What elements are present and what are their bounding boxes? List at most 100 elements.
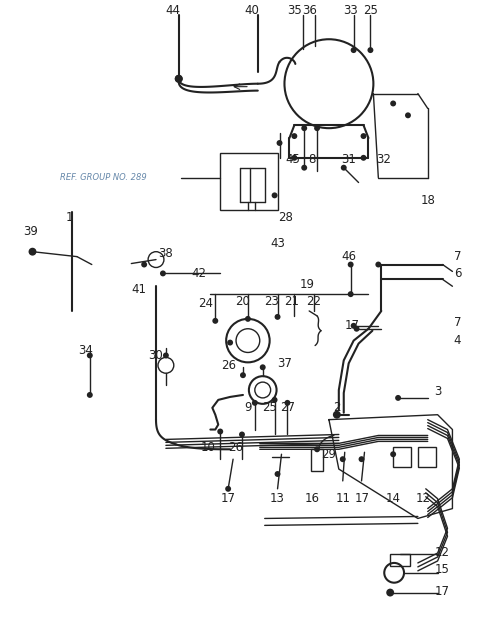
Text: 20: 20	[236, 295, 251, 308]
Circle shape	[360, 155, 366, 161]
Text: 26: 26	[228, 441, 243, 454]
Text: 33: 33	[343, 4, 358, 17]
Circle shape	[348, 261, 354, 268]
Bar	[393, 447, 411, 467]
Circle shape	[239, 432, 245, 437]
Text: 6: 6	[454, 267, 461, 280]
Circle shape	[333, 411, 341, 419]
Circle shape	[227, 339, 233, 346]
Text: 7: 7	[454, 316, 461, 329]
Text: 36: 36	[302, 4, 317, 17]
Text: 39: 39	[23, 225, 38, 238]
Text: 17: 17	[355, 492, 370, 505]
Text: 30: 30	[149, 349, 163, 362]
Circle shape	[340, 456, 346, 462]
Circle shape	[314, 125, 320, 131]
Circle shape	[285, 400, 290, 406]
Circle shape	[359, 456, 364, 462]
Circle shape	[163, 353, 169, 358]
Circle shape	[276, 140, 283, 146]
Text: 44: 44	[165, 4, 180, 17]
Circle shape	[354, 326, 360, 332]
Text: 2: 2	[333, 401, 341, 414]
Text: 38: 38	[158, 247, 173, 260]
Text: 12: 12	[435, 545, 450, 558]
Text: 25: 25	[363, 4, 378, 17]
Text: 17: 17	[221, 492, 236, 505]
Circle shape	[390, 100, 396, 107]
Text: 7: 7	[454, 250, 461, 263]
Text: 26: 26	[221, 359, 236, 372]
Circle shape	[351, 323, 357, 329]
Circle shape	[351, 47, 357, 53]
Text: 31: 31	[341, 154, 356, 166]
Text: 43: 43	[270, 237, 285, 250]
Circle shape	[217, 429, 223, 434]
Text: 28: 28	[278, 210, 293, 223]
Text: 24: 24	[198, 296, 213, 310]
Text: 17: 17	[345, 319, 360, 333]
Text: 29: 29	[322, 448, 336, 461]
Text: 16: 16	[305, 492, 320, 505]
Circle shape	[395, 395, 401, 401]
Text: 42: 42	[191, 267, 206, 280]
Text: 21: 21	[284, 295, 299, 308]
Circle shape	[175, 75, 183, 83]
Circle shape	[275, 471, 280, 477]
Text: 1: 1	[65, 210, 73, 223]
Circle shape	[291, 155, 297, 161]
Text: 13: 13	[270, 492, 285, 505]
Circle shape	[341, 165, 347, 170]
Circle shape	[301, 165, 307, 170]
Circle shape	[272, 192, 277, 198]
Circle shape	[291, 133, 297, 139]
Text: 34: 34	[78, 344, 93, 357]
Text: 17: 17	[435, 585, 450, 598]
Text: 15: 15	[435, 563, 450, 577]
Circle shape	[212, 318, 218, 324]
Text: 22: 22	[307, 295, 322, 308]
Circle shape	[405, 112, 411, 119]
Circle shape	[28, 248, 36, 256]
Circle shape	[314, 446, 320, 452]
Text: 27: 27	[280, 401, 295, 414]
Circle shape	[87, 353, 93, 358]
Bar	[311, 449, 323, 471]
Circle shape	[160, 270, 166, 276]
Bar	[418, 447, 436, 467]
Text: 25: 25	[262, 401, 277, 414]
Text: 12: 12	[415, 492, 430, 505]
Circle shape	[175, 75, 183, 83]
Text: 37: 37	[277, 357, 292, 370]
Bar	[390, 554, 410, 566]
Circle shape	[360, 133, 366, 139]
Text: 10: 10	[201, 441, 216, 454]
Circle shape	[390, 451, 396, 457]
Circle shape	[375, 261, 381, 268]
Text: 46: 46	[341, 250, 356, 263]
Text: 9: 9	[244, 401, 252, 414]
Circle shape	[386, 588, 394, 597]
Text: 32: 32	[376, 154, 391, 166]
Circle shape	[272, 397, 277, 403]
Text: 8: 8	[309, 154, 316, 166]
Text: 18: 18	[420, 194, 435, 207]
Circle shape	[260, 364, 266, 370]
Circle shape	[252, 400, 258, 406]
Text: 14: 14	[385, 492, 401, 505]
Circle shape	[301, 125, 307, 131]
Text: 45: 45	[285, 154, 300, 166]
Text: 3: 3	[434, 386, 441, 399]
Circle shape	[87, 392, 93, 398]
Text: 4: 4	[454, 334, 461, 347]
Text: 41: 41	[132, 283, 147, 296]
Circle shape	[240, 373, 246, 378]
Text: REF. GROUP NO. 289: REF. GROUP NO. 289	[60, 173, 147, 182]
Text: 19: 19	[300, 278, 315, 291]
Text: 11: 11	[335, 492, 350, 505]
Bar	[220, 153, 277, 210]
Circle shape	[348, 291, 354, 297]
Text: 23: 23	[264, 295, 279, 308]
Text: 35: 35	[287, 4, 302, 17]
Circle shape	[141, 261, 147, 268]
